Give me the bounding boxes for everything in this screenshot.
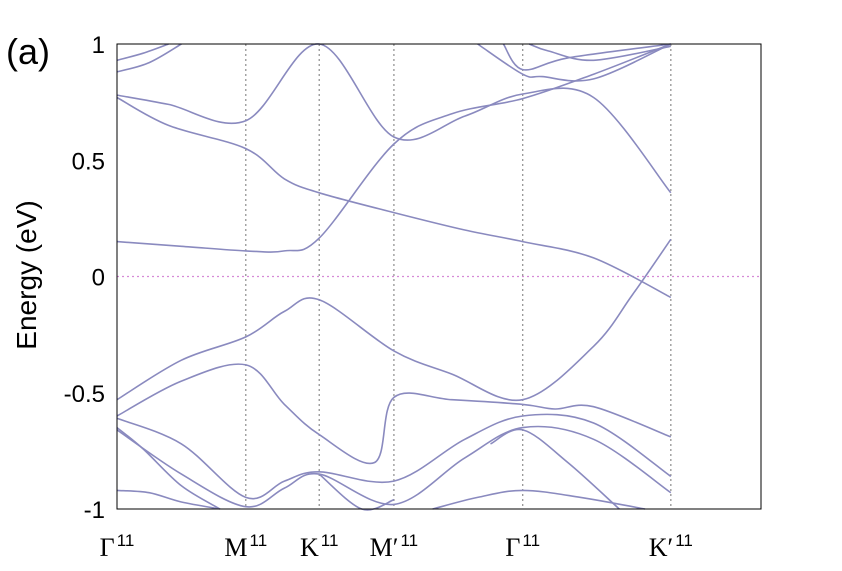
x-tick-superscript: 11 [675, 531, 693, 550]
x-tick-label: Γ 11 [100, 531, 135, 562]
band-line [116, 363, 672, 465]
band-lines [116, 43, 672, 511]
x-tick-superscript: 11 [117, 531, 135, 550]
x-tick-symbol: Γ [505, 533, 520, 562]
x-tick-superscript: 11 [522, 531, 540, 550]
band-line [116, 43, 672, 194]
x-tick-symbol: K [300, 533, 319, 562]
band-line [116, 489, 221, 510]
band-line [116, 43, 182, 73]
x-tick-label: Γ 11 [505, 531, 540, 562]
x-tick-labels: Γ 11 M 11 K 11 M′ 11 Γ 11 K′ 11 [100, 531, 693, 562]
band-line [432, 489, 646, 510]
band-line [490, 428, 620, 510]
x-tick-symbol: M [224, 533, 247, 562]
x-tick-superscript: 11 [250, 531, 268, 550]
band-line [116, 43, 169, 62]
band-line [528, 43, 671, 62]
y-tick-labels: 1 0.5 0 -0.5 -1 [64, 32, 105, 524]
y-axis-label: Energy (eV) [11, 200, 42, 349]
plot-frame [116, 43, 762, 510]
panel-label: (a) [6, 31, 50, 72]
x-tick-superscript: 11 [321, 531, 339, 550]
y-tick-label: -0.5 [64, 381, 105, 408]
x-tick-superscript: 11 [400, 531, 418, 550]
band-line [116, 413, 672, 500]
x-tick-symbol: K′ [649, 533, 673, 562]
y-tick-label: 0 [92, 265, 105, 292]
band-line [116, 426, 221, 510]
band-line [116, 43, 672, 253]
y-tick-label: -1 [84, 497, 105, 524]
band-line [116, 238, 672, 402]
x-tick-symbol: Γ [100, 533, 115, 562]
x-tick-label: M′ 11 [370, 531, 418, 562]
y-tick-label: 1 [92, 32, 105, 59]
x-tick-label: K 11 [300, 531, 338, 562]
x-tick-symbol: M′ [370, 533, 399, 562]
band-line [116, 425, 672, 508]
band-line [116, 96, 672, 299]
y-tick-label: 0.5 [72, 148, 105, 175]
band-line [477, 43, 672, 82]
x-tick-label: K′ 11 [649, 531, 693, 562]
x-tick-label: M 11 [224, 531, 267, 562]
band-line [502, 43, 671, 71]
